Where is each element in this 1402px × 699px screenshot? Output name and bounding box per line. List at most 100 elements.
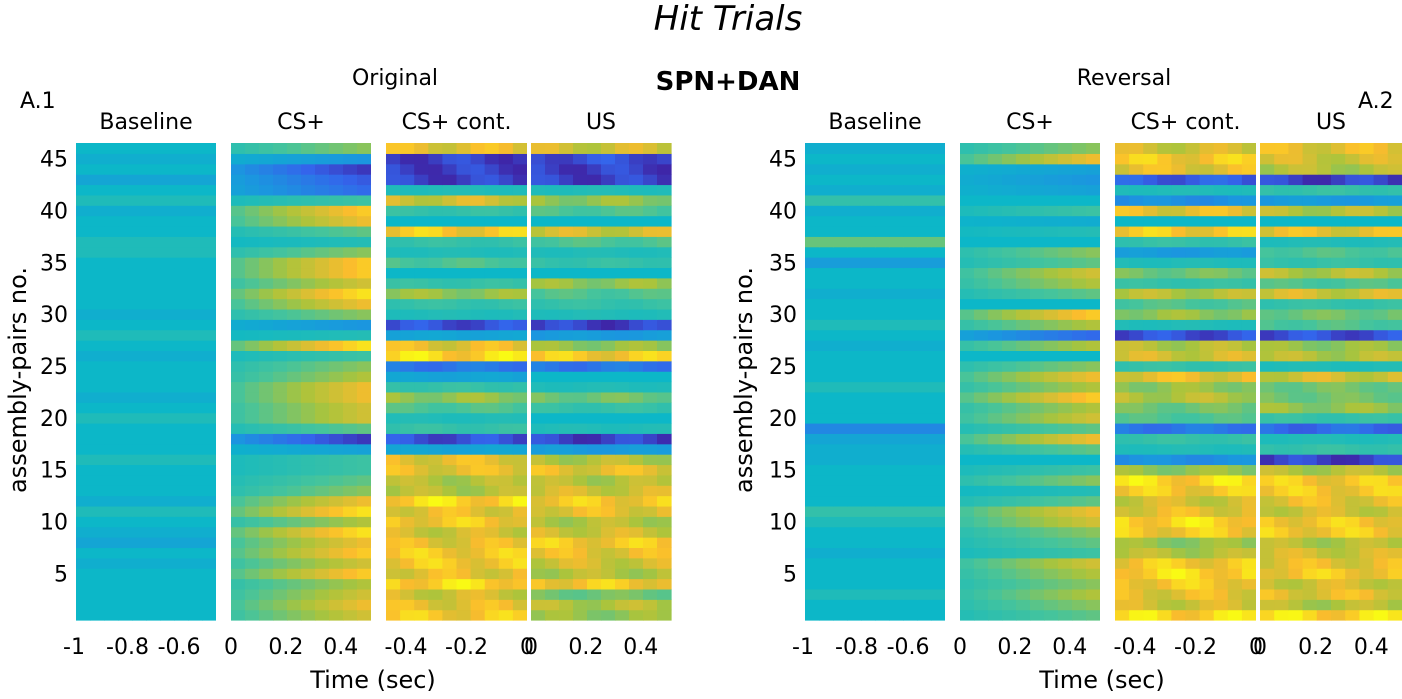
heatmap-cell [1044,329,1059,341]
heatmap-cell [643,246,658,258]
heatmap-cell [1072,215,1087,227]
heatmap-cell [188,371,203,383]
heatmap-cell [1030,277,1045,289]
heatmap-cell [287,557,302,569]
heatmap-cell [1288,267,1304,279]
heatmap-cell [1115,236,1130,248]
heatmap-cell [1115,464,1130,476]
heatmap-cell [498,381,514,393]
heatmap-cell [629,443,644,455]
heatmap-cell [1086,205,1101,217]
heatmap-cell [615,557,630,569]
heatmap-cell [615,516,630,528]
heatmap-cell [1157,443,1172,455]
heatmap-cell [428,174,443,186]
heatmap-cell [545,433,560,445]
heatmap-cell [833,537,848,549]
heatmap-cell [1115,288,1130,300]
heatmap-cell [1316,609,1332,621]
heatmap-cell [132,391,147,403]
heatmap-cell [629,474,644,486]
heatmap-cell [917,557,932,569]
heatmap-cell [545,153,560,165]
heatmap-cell [917,360,932,372]
heatmap-cell [903,557,918,569]
heatmap-cell [875,277,890,289]
heatmap-cell [889,547,904,559]
heatmap-cell [1359,163,1375,175]
heatmap-cell [889,609,904,621]
heatmap-cell [498,609,514,621]
heatmap-cell [1002,433,1017,445]
x-tick-label: -0.4 [1114,635,1157,660]
heatmap-cell [329,433,344,445]
heatmap-cell [629,143,644,154]
heatmap-cell [1260,443,1275,455]
heatmap-cell [847,485,862,497]
heatmap-cell [512,402,528,414]
heatmap-cell [1373,225,1389,237]
heatmap-cell [1002,443,1017,455]
heatmap-cell [587,422,602,434]
heatmap-cell [545,194,560,206]
heatmap-cell [470,454,486,466]
heatmap-cell [917,298,932,310]
heatmap-cell [545,277,560,289]
heatmap-cell [545,174,560,186]
heatmap-cell [174,350,189,362]
heatmap-cell [329,350,344,362]
heatmap-cell [1260,236,1275,248]
heatmap-cell [104,568,119,580]
heatmap-cell [400,288,415,300]
heatmap-cell [629,485,644,497]
heatmap-cell [974,163,989,175]
heatmap-cell [1331,578,1346,590]
heatmap-cell [400,402,415,414]
heatmap-cell [414,495,429,507]
heatmap-cell [1241,464,1257,476]
heatmap-cell [903,568,918,580]
heatmap-cell [917,153,932,165]
heatmap-cell [287,516,302,528]
heatmap-cell [601,340,616,351]
heatmap-cell [1016,340,1031,351]
heatmap-cell [1086,371,1101,383]
heatmap-cell [847,578,862,590]
heatmap-cell [160,143,175,154]
heatmap-cell [1171,568,1187,580]
heatmap-cell [1199,422,1215,434]
heatmap-cell [231,547,246,559]
heatmap-cell [442,340,458,351]
heatmap-cell [805,340,820,351]
heatmap-cell [118,267,133,279]
heatmap-cell [357,236,372,248]
heatmap-cell [202,568,217,580]
heatmap-cell [160,350,175,362]
heatmap-cell [1359,454,1375,466]
heatmap-cell [400,308,415,320]
heatmap-cell [442,412,458,424]
heatmap-cell [357,194,372,206]
heatmap-cell [456,433,472,445]
heatmap-cell [657,588,672,600]
heatmap-cell [1171,557,1187,569]
heatmap-cell [498,537,514,549]
heatmap-cell [931,464,946,476]
heatmap-cell [1288,277,1304,289]
heatmap-cell [400,184,415,196]
heatmap-cell [1199,537,1215,549]
heatmap-cell [1199,588,1215,600]
heatmap-cell [833,360,848,372]
heatmap-cell [1373,516,1389,528]
heatmap-cell [587,464,602,476]
heatmap-cell [202,402,217,414]
heatmap-cell [917,215,932,227]
heatmap-cell [104,588,119,600]
heatmap-cell [174,516,189,528]
heatmap-cell [1002,526,1017,538]
heatmap-cell [903,153,918,165]
heatmap-cell [1288,329,1304,341]
heatmap-cell [1288,308,1304,320]
heatmap-cell [573,609,588,621]
heatmap-cell [1241,443,1257,455]
